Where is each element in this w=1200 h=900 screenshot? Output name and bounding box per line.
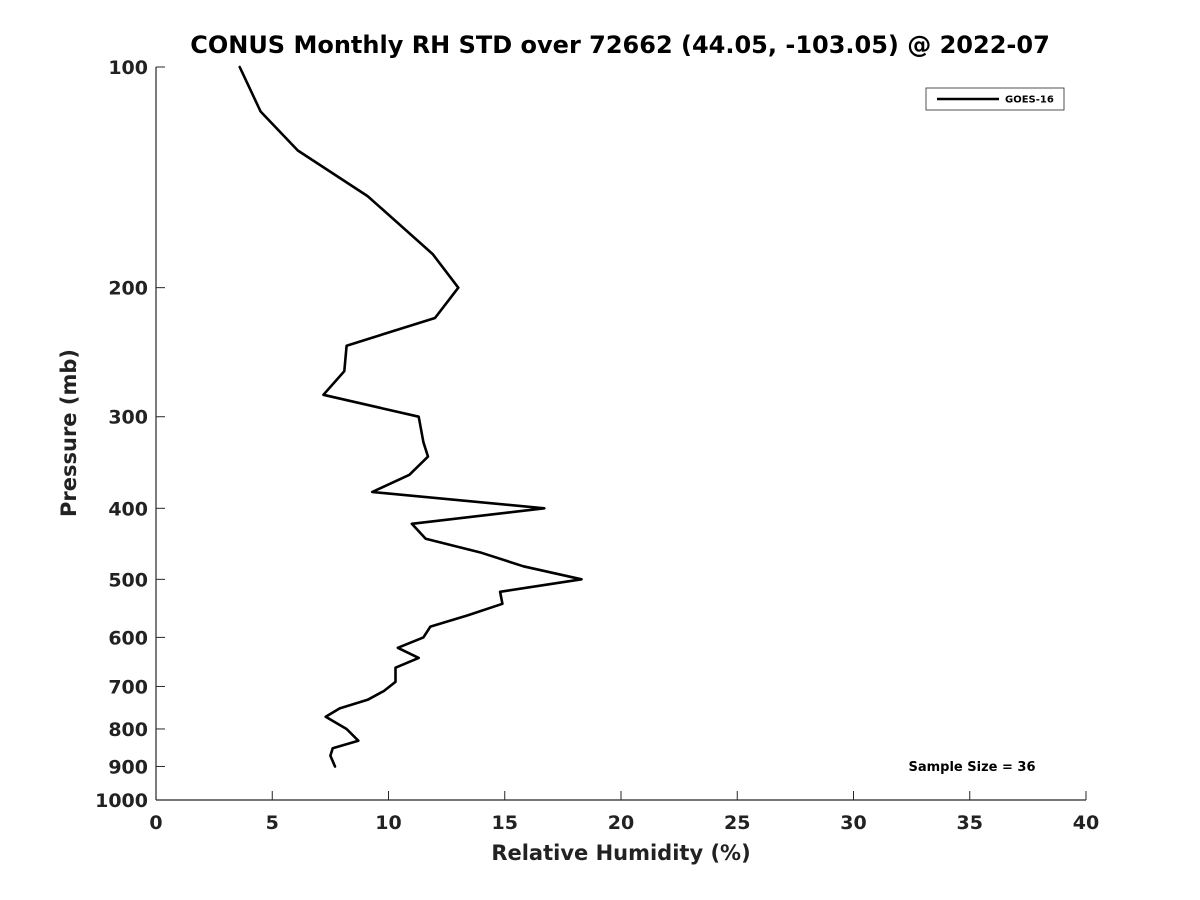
series-line-goes-16: [238, 65, 583, 768]
x-tick-label: 40: [1073, 812, 1099, 834]
x-tick-label: 30: [840, 812, 866, 834]
y-tick-label: 700: [108, 676, 148, 698]
y-tick-label: 600: [108, 627, 148, 649]
y-tick-label: 100: [108, 57, 148, 79]
x-tick-label: 15: [492, 812, 518, 834]
y-ticks: 100 200 300 400 500 600 700 800 900 1000: [95, 57, 165, 812]
y-tick-label: 1000: [95, 790, 148, 812]
x-tick-label: 5: [266, 812, 279, 834]
y-tick-label: 500: [108, 569, 148, 591]
y-tick-label: 300: [108, 407, 148, 429]
y-tick-label: 200: [108, 278, 148, 300]
sample-size-annotation: Sample Size = 36: [908, 760, 1035, 775]
y-tick-label: 900: [108, 756, 148, 778]
x-ticks: 0 5 10 15 20 25 30 35 40: [149, 791, 1099, 834]
x-tick-label: 35: [957, 812, 983, 834]
x-tick-label: 0: [149, 812, 162, 834]
x-axis-label: Relative Humidity (%): [491, 841, 750, 865]
y-tick-label: 800: [108, 719, 148, 741]
chart-title: CONUS Monthly RH STD over 72662 (44.05, …: [190, 31, 1050, 59]
x-tick-label: 25: [724, 812, 750, 834]
y-axis-label: Pressure (mb): [57, 349, 81, 517]
legend: GOES-16: [925, 87, 1065, 111]
y-tick-label: 400: [108, 498, 148, 520]
legend-label: GOES-16: [1005, 95, 1054, 106]
series-layer: [238, 65, 583, 768]
x-tick-label: 10: [375, 812, 401, 834]
plot-area: [155, 67, 1086, 801]
x-tick-label: 20: [608, 812, 634, 834]
